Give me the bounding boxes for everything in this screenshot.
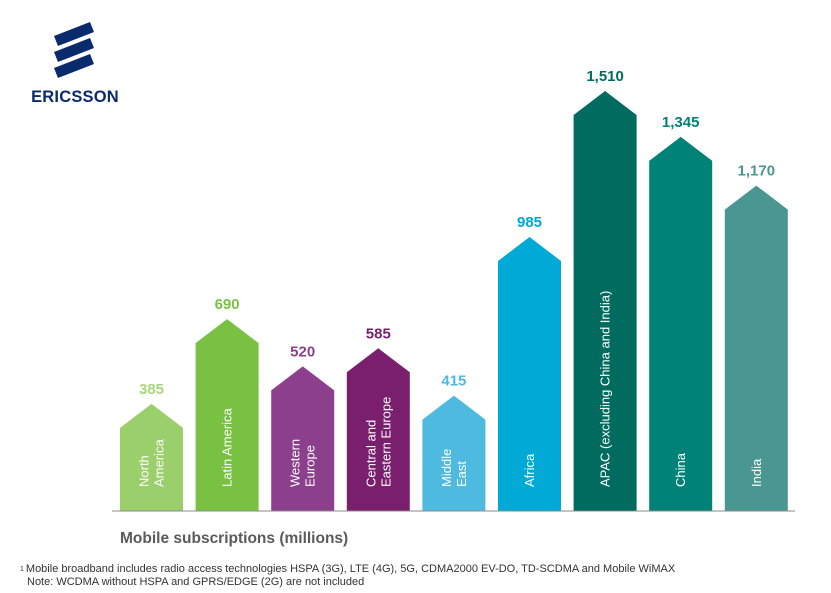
footnote-line-2: Note: WCDMA without HSPA and GPRS/EDGE (… [27,576,365,588]
category-label-north-america: NorthAmerica [137,439,167,487]
value-label-latin-america: 690 [215,296,240,313]
bar-apac-excluding-china-and-india [573,91,637,511]
subscriptions-chart: 385 NorthAmerica 690 Latin America 520 Wester… [112,68,795,512]
bar-central-and-eastern-europe [346,348,410,511]
logo-text: ERICSSON [31,88,119,106]
category-label-central-and-eastern-europe: Central andEastern Europe [363,397,393,487]
ericsson-stripes-icon [54,22,94,78]
value-label-apac-excluding-china-and-india: 1,510 [586,68,624,85]
category-label-latin-america: Latin America [220,407,235,487]
bar-africa [498,237,561,511]
value-label-china: 1,345 [662,114,700,131]
footnote-line-1: Mobile broadband includes radio access t… [25,563,676,575]
category-label-western-europe: WesternEurope [288,439,318,487]
footnote: 1 Mobile broadband includes radio access … [20,563,675,589]
bar-india [724,185,788,511]
ericsson-logo: ERICSSON [20,18,130,113]
value-label-north-america: 385 [139,381,164,398]
category-label-india: India [749,458,764,487]
value-label-central-and-eastern-europe: 585 [366,325,391,342]
bar-middle-east [422,395,486,511]
category-label-apac-excluding-china-and-india: APAC (excluding China and India) [598,291,613,487]
value-label-africa: 985 [517,214,542,231]
x-axis-title: Mobile subscriptions (millions) [120,530,349,547]
category-label-china: China [673,452,688,487]
value-label-india: 1,170 [738,163,776,180]
bar-western-europe [271,366,335,511]
bars-group: 385 NorthAmerica 690 Latin America 520 Wester… [120,68,788,511]
category-label-middle-east: MiddleEast [439,449,469,487]
bar-latin-america [195,319,259,511]
value-label-middle-east: 415 [441,373,466,390]
bar-north-america [120,403,183,511]
category-label-africa: Africa [522,453,537,487]
value-label-western-europe: 520 [290,343,315,360]
bar-china [649,136,713,511]
footnote-marker: 1 [20,566,24,573]
